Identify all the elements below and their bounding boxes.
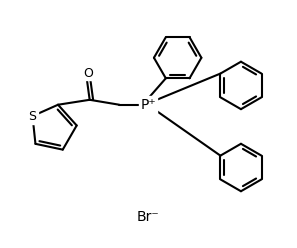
Text: Br⁻: Br⁻: [137, 210, 159, 224]
Text: S: S: [29, 110, 37, 123]
Text: P⁺: P⁺: [140, 98, 156, 112]
Text: O: O: [83, 67, 93, 80]
